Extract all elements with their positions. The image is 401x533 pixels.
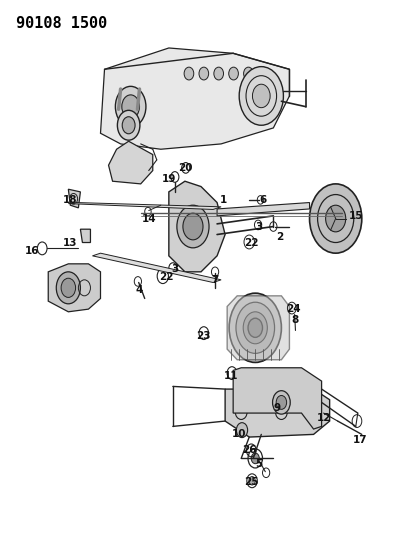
Polygon shape [48, 264, 100, 312]
Circle shape [272, 391, 290, 414]
Text: 22: 22 [159, 272, 174, 282]
Text: 26: 26 [241, 446, 256, 455]
Polygon shape [225, 389, 329, 437]
Circle shape [117, 110, 140, 140]
Polygon shape [233, 368, 321, 429]
Text: 20: 20 [177, 163, 192, 173]
Text: 16: 16 [25, 246, 39, 255]
Text: 13: 13 [63, 238, 77, 247]
Circle shape [235, 302, 274, 353]
Polygon shape [68, 189, 80, 208]
Circle shape [184, 67, 193, 80]
Polygon shape [92, 253, 221, 282]
Text: 90108 1500: 90108 1500 [16, 16, 107, 31]
Text: 3: 3 [255, 222, 262, 231]
Text: 22: 22 [243, 238, 258, 247]
Circle shape [182, 213, 203, 240]
Circle shape [309, 184, 361, 253]
Text: 17: 17 [352, 435, 366, 445]
Polygon shape [100, 48, 289, 149]
Text: 7: 7 [211, 275, 218, 285]
Text: 1: 1 [219, 195, 226, 205]
Circle shape [275, 395, 286, 409]
Text: 25: 25 [243, 478, 258, 487]
Text: 5: 5 [255, 459, 262, 469]
Text: 18: 18 [63, 195, 77, 205]
Text: 14: 14 [141, 214, 156, 223]
Text: 2: 2 [275, 232, 282, 242]
Polygon shape [168, 181, 225, 272]
Text: 10: 10 [231, 430, 246, 439]
Circle shape [56, 272, 80, 304]
Circle shape [258, 67, 267, 80]
Circle shape [122, 95, 139, 118]
Polygon shape [217, 203, 309, 216]
Circle shape [229, 293, 281, 362]
Polygon shape [108, 141, 152, 184]
Text: 24: 24 [286, 304, 300, 314]
Circle shape [122, 117, 135, 134]
Text: 4: 4 [135, 286, 142, 295]
Text: 11: 11 [223, 371, 238, 381]
Circle shape [61, 278, 75, 297]
Text: 8: 8 [291, 315, 298, 325]
Circle shape [243, 312, 267, 344]
Circle shape [252, 84, 269, 108]
Text: 6: 6 [259, 195, 266, 205]
Circle shape [247, 318, 262, 337]
Circle shape [243, 67, 253, 80]
Circle shape [325, 205, 345, 232]
Text: 15: 15 [348, 211, 362, 221]
Circle shape [115, 86, 146, 127]
Polygon shape [80, 229, 90, 243]
Polygon shape [227, 296, 289, 360]
Text: 19: 19 [161, 174, 176, 183]
Text: 3: 3 [171, 264, 178, 274]
Circle shape [198, 67, 208, 80]
Circle shape [228, 67, 238, 80]
Text: 9: 9 [273, 403, 280, 413]
Circle shape [248, 477, 255, 485]
Circle shape [176, 205, 209, 248]
Polygon shape [68, 203, 221, 209]
Text: 23: 23 [195, 331, 210, 341]
Circle shape [213, 67, 223, 80]
Circle shape [236, 423, 247, 438]
Text: 12: 12 [316, 414, 330, 423]
Circle shape [251, 453, 259, 464]
Circle shape [239, 67, 283, 125]
